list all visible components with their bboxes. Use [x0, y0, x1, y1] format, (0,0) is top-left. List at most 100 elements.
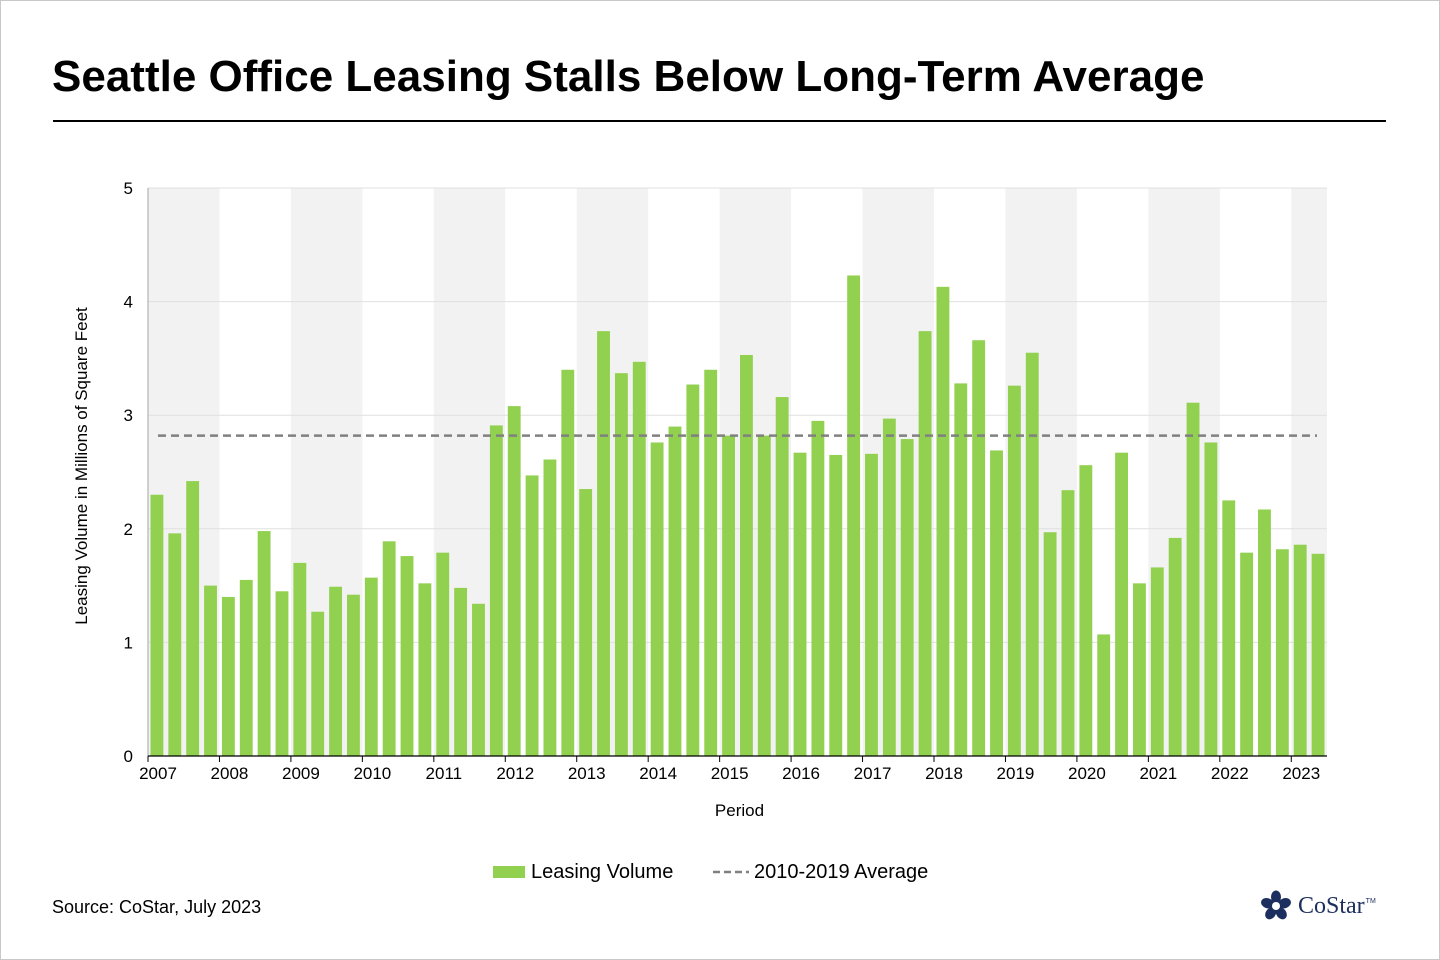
bar-2016-q4 — [847, 275, 861, 756]
x-tick-label: 2011 — [426, 764, 463, 783]
bar-2010-q1 — [364, 577, 378, 756]
bar-2008-q3 — [257, 531, 271, 756]
y-tick-label: 0 — [124, 747, 133, 766]
bar-2014-q3 — [686, 384, 700, 756]
bar-2020-q1 — [1079, 465, 1093, 756]
bar-2009-q1 — [293, 562, 307, 756]
x-axis-title: Period — [715, 801, 764, 820]
bar-2010-q3 — [400, 556, 414, 756]
bar-2010-q2 — [382, 541, 396, 756]
bar-2019-q3 — [1043, 532, 1057, 756]
bar-2014-q1 — [650, 442, 664, 756]
x-tick-label: 2007 — [139, 764, 177, 783]
source-note: Source: CoStar, July 2023 — [52, 897, 262, 917]
logo-star-center — [1272, 902, 1280, 910]
bar-2013-q4 — [632, 361, 646, 756]
bar-2009-q4 — [347, 594, 360, 756]
x-tick-label: 2023 — [1282, 764, 1320, 783]
x-tick-label: 2020 — [1068, 764, 1106, 783]
bar-2007-q4 — [204, 585, 217, 756]
x-tick-label: 2009 — [282, 764, 320, 783]
bar-2012-q1 — [507, 406, 521, 756]
bar-2015-q2 — [740, 354, 753, 756]
costar-logo: CoStar TM — [1260, 890, 1376, 922]
logo-tm: TM — [1365, 897, 1376, 905]
bar-2011-q2 — [454, 587, 468, 756]
bar-2016-q3 — [829, 454, 843, 756]
logo-star-petal — [1261, 898, 1274, 909]
bar-2016-q1 — [793, 452, 807, 756]
bar-2021-q3 — [1186, 402, 1200, 756]
bar-2020-q2 — [1097, 634, 1111, 756]
x-tick-label: 2017 — [854, 764, 892, 783]
bar-2008-q4 — [275, 591, 289, 756]
x-tick-label: 2021 — [1139, 764, 1177, 783]
bar-2009-q2 — [311, 611, 325, 756]
y-tick-label: 4 — [124, 293, 133, 312]
bar-2021-q4 — [1204, 442, 1218, 756]
bar-2022-q1 — [1222, 500, 1236, 756]
bar-2023-q2 — [1311, 553, 1325, 756]
legend-label-bar: Leasing Volume — [531, 861, 673, 883]
bar-2021-q2 — [1168, 537, 1182, 756]
y-tick-label: 5 — [124, 179, 133, 198]
legend-swatch-bar — [493, 866, 525, 878]
bar-2007-q2 — [168, 533, 182, 756]
bar-2018-q2 — [954, 383, 968, 756]
bar-2011-q4 — [489, 425, 503, 756]
bar-2017-q1 — [865, 453, 878, 756]
bar-2022-q2 — [1240, 552, 1254, 756]
bar-2018-q3 — [972, 340, 986, 756]
bar-2019-q1 — [1007, 385, 1021, 756]
x-tick-label: 2010 — [353, 764, 391, 783]
bar-2021-q1 — [1150, 567, 1164, 756]
y-tick-label: 3 — [124, 406, 133, 425]
bar-2013-q1 — [579, 489, 593, 756]
bar-2008-q2 — [239, 579, 253, 756]
bar-2017-q3 — [900, 439, 914, 756]
chart-title: Seattle Office Leasing Stalls Below Long… — [52, 52, 1205, 101]
bar-2008-q1 — [221, 596, 235, 756]
logo-star-petal — [1271, 890, 1281, 904]
logo-star-petal — [1278, 898, 1291, 909]
bar-2010-q4 — [418, 583, 432, 756]
bar-2013-q3 — [614, 373, 628, 756]
bar-2014-q2 — [668, 426, 682, 756]
x-tick-label: 2022 — [1211, 764, 1249, 783]
x-tick-label: 2019 — [997, 764, 1035, 783]
bar-2016-q2 — [811, 420, 825, 756]
x-tick-label: 2016 — [782, 764, 820, 783]
bar-2007-q1 — [150, 494, 164, 756]
bar-2007-q3 — [186, 481, 200, 756]
bar-2019-q4 — [1061, 490, 1075, 756]
logo-star-petal — [1265, 907, 1277, 920]
bar-2011-q3 — [472, 603, 485, 756]
bar-2022-q3 — [1258, 509, 1271, 756]
legend-label-line: 2010-2019 Average — [754, 861, 928, 883]
y-axis-title: Leasing Volume in Millions of Square Fee… — [72, 307, 91, 625]
bar-2020-q3 — [1115, 452, 1128, 756]
bar-2018-q1 — [936, 286, 950, 756]
costar-star-icon — [1261, 890, 1291, 920]
bar-2013-q2 — [597, 331, 610, 756]
bar-2022-q4 — [1275, 549, 1289, 756]
bar-2018-q4 — [990, 450, 1003, 756]
bar-2015-q4 — [775, 397, 789, 756]
bar-2020-q4 — [1133, 583, 1146, 756]
bar-2017-q2 — [882, 418, 896, 756]
x-tick-label: 2013 — [568, 764, 606, 783]
bar-2023-q1 — [1293, 544, 1307, 756]
bar-2012-q4 — [561, 369, 575, 756]
logo-text: CoStar — [1298, 892, 1365, 919]
title-underline — [53, 120, 1386, 122]
x-tick-label: 2008 — [211, 764, 249, 783]
bar-2014-q4 — [704, 369, 718, 756]
x-tick-label: 2018 — [925, 764, 963, 783]
bar-2015-q1 — [722, 435, 735, 756]
bar-2009-q3 — [329, 586, 342, 756]
y-tick-label: 1 — [124, 633, 133, 652]
bar-2012-q2 — [525, 475, 539, 756]
x-tick-label: 2014 — [639, 764, 677, 783]
bar-2019-q2 — [1025, 352, 1039, 756]
